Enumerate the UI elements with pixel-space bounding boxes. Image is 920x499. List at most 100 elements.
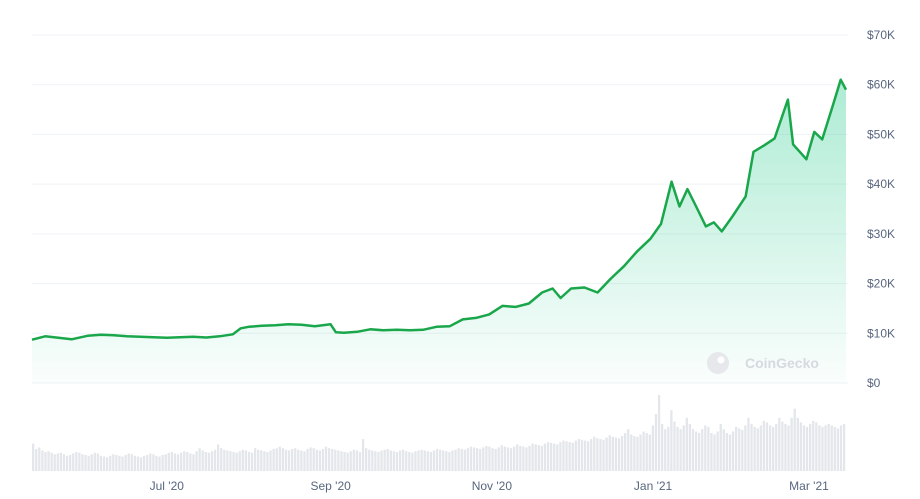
volume-bar	[451, 450, 454, 471]
volume-bar	[611, 436, 614, 471]
volume-bar	[365, 448, 368, 471]
volume-bar	[716, 431, 719, 471]
volume-bar	[127, 453, 130, 471]
volume-bar	[673, 421, 676, 471]
price-series[interactable]	[31, 78, 848, 383]
volume-bar	[694, 431, 698, 471]
volume-bar	[192, 454, 195, 471]
volume-bar	[386, 448, 389, 471]
volume-bar	[263, 451, 266, 471]
y-tick-label: $30K	[867, 227, 895, 241]
volume-bar	[562, 440, 565, 471]
volume-bar	[423, 450, 426, 471]
volume-bar	[183, 451, 186, 471]
volume-bar	[630, 434, 633, 471]
volume-bar	[238, 451, 241, 471]
price-line[interactable]	[31, 78, 848, 341]
volume-bar	[537, 445, 540, 471]
volume-bar	[583, 440, 587, 471]
volume-bar	[830, 425, 833, 471]
volume-bar	[491, 448, 494, 471]
volume-bar	[395, 452, 399, 471]
volume-bar	[241, 449, 244, 471]
volume-bar	[701, 429, 704, 471]
volume-bar	[587, 441, 590, 471]
volume-bar	[300, 450, 303, 471]
volume-bar	[651, 425, 655, 471]
volume-bar	[152, 454, 155, 471]
volume-bar	[556, 444, 559, 471]
volume-bar	[784, 423, 787, 471]
volume-bar	[691, 429, 695, 471]
x-tick-label: Nov '20	[472, 479, 513, 493]
volume-bar	[247, 452, 251, 471]
volume-bar	[204, 452, 207, 471]
volume-bar	[65, 455, 69, 471]
volume-bar	[164, 454, 167, 471]
volume-bar	[130, 454, 133, 471]
volume-bar	[118, 455, 121, 471]
volume-bar	[112, 454, 115, 471]
volume-bar	[321, 448, 325, 471]
volume-bar	[728, 434, 732, 471]
volume-bar	[713, 434, 716, 471]
volume-bar	[833, 426, 836, 471]
volume-bar	[839, 425, 843, 471]
volume-bar	[485, 445, 488, 471]
volume-bar	[287, 450, 291, 471]
y-tick-label: $40K	[867, 177, 895, 191]
volume-bar	[525, 447, 528, 471]
volume-bar	[213, 449, 217, 471]
volume-bar	[546, 442, 550, 471]
volume-bar	[426, 451, 429, 471]
volume-bar	[516, 444, 519, 471]
volume-bar	[494, 448, 497, 471]
volume-bar	[69, 455, 72, 471]
volume-bar	[368, 449, 371, 471]
x-tick-label: Jul '20	[150, 479, 185, 493]
volume-bar	[768, 425, 772, 471]
volume-bar	[167, 452, 170, 471]
volume-bar	[704, 425, 707, 471]
volume-bar	[47, 451, 50, 471]
volume-bar	[661, 423, 664, 471]
volume-bar	[522, 446, 525, 471]
volume-bar	[531, 443, 534, 471]
volume-bar	[186, 452, 189, 471]
volume-bar	[398, 450, 402, 471]
volume-bar	[278, 446, 281, 471]
volume-bar	[559, 442, 562, 471]
volume-bar	[707, 426, 710, 471]
volume-bar	[146, 455, 149, 471]
volume-bar	[380, 450, 383, 471]
volume-bar	[405, 451, 408, 471]
volume-bar	[534, 444, 537, 471]
volume-bar	[201, 450, 204, 471]
volume-bar	[315, 449, 318, 471]
y-axis: $0 $10K $20K $30K $40K $50K $60K $70K	[867, 28, 895, 390]
volume-bar	[90, 454, 93, 471]
volume-bar	[312, 448, 315, 471]
volume-bar	[53, 454, 56, 471]
volume-bar	[571, 442, 574, 471]
volume-bar	[722, 429, 725, 471]
volume-bar	[257, 449, 260, 471]
volume-bar	[392, 451, 396, 471]
volume-bar	[799, 422, 803, 471]
volume-bar	[334, 449, 337, 471]
volume-bar	[324, 446, 328, 471]
volume-bar	[775, 423, 778, 471]
volume-bar	[254, 448, 257, 471]
volume-bar	[639, 434, 642, 471]
volume-bar	[328, 448, 331, 471]
volume-bar	[435, 448, 439, 471]
volume-bar	[506, 447, 510, 471]
volume-bar	[488, 446, 491, 471]
volume-bar	[750, 423, 753, 471]
volume-bar	[124, 455, 127, 471]
volume-bar	[266, 452, 269, 471]
volume-bar	[633, 436, 636, 471]
volume-bar	[291, 448, 294, 471]
volume-bar	[698, 433, 701, 471]
